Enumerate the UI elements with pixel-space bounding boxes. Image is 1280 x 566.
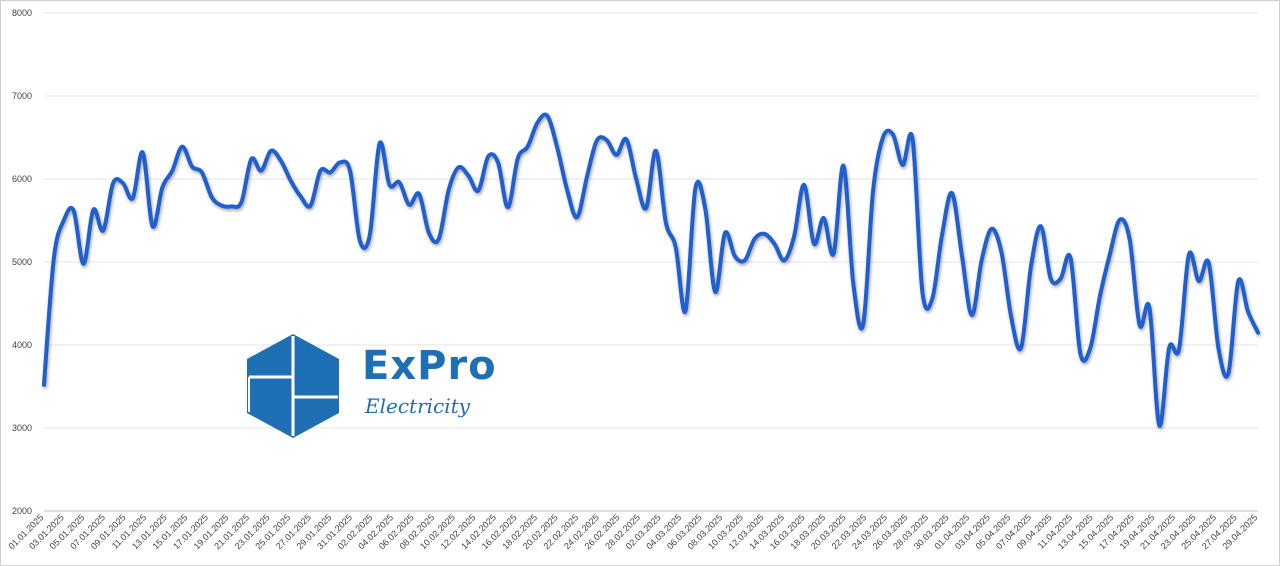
x-axis: 01.01.202503.01.202505.01.202507.01.2025… [6,512,1259,551]
y-tick-label: 7000 [12,91,32,101]
logo-tagline: Electricity [365,394,470,418]
gridlines [44,12,1258,512]
logo-wordmark: ExPro [362,343,497,389]
series-line [42,112,1260,428]
y-tick-label: 6000 [12,174,32,184]
y-tick-label: 5000 [12,257,32,267]
y-tick-label: 8000 [12,8,32,18]
y-tick-label: 2000 [12,506,32,516]
hexagon-cube-icon [247,334,339,438]
y-tick-label: 4000 [12,340,32,350]
y-tick-label: 3000 [12,423,32,433]
expro-logo: ExPro Electricity [245,332,545,440]
y-axis: 2000 3000 4000 5000 6000 7000 8000 [12,8,32,516]
